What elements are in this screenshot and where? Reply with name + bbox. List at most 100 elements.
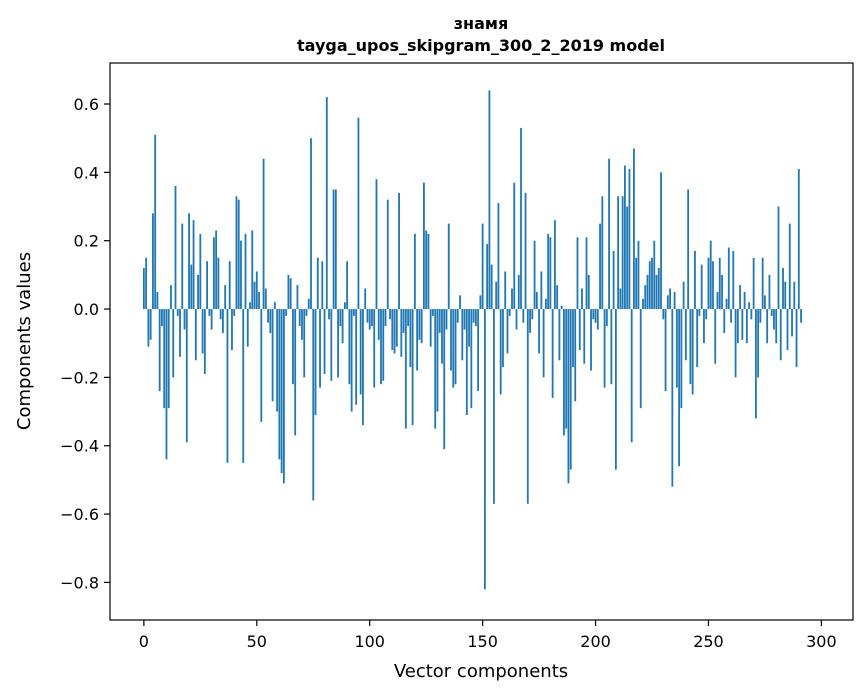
bar bbox=[420, 309, 423, 344]
bar bbox=[343, 302, 346, 310]
bar bbox=[197, 274, 199, 310]
bar bbox=[574, 309, 577, 402]
bar bbox=[477, 309, 480, 392]
bar bbox=[502, 309, 504, 368]
bar bbox=[664, 309, 667, 392]
bar bbox=[407, 309, 410, 327]
bar bbox=[644, 285, 647, 310]
x-tick-label: 50 bbox=[247, 632, 267, 651]
bar bbox=[163, 309, 166, 409]
bar bbox=[648, 261, 651, 310]
bar bbox=[779, 309, 782, 361]
bar bbox=[680, 309, 683, 409]
bar bbox=[330, 309, 333, 381]
bar bbox=[359, 309, 362, 395]
bar bbox=[452, 309, 455, 388]
bar bbox=[312, 309, 315, 501]
bar bbox=[565, 309, 568, 429]
bar bbox=[416, 309, 419, 371]
bar bbox=[759, 309, 762, 323]
bar bbox=[260, 309, 263, 422]
bar bbox=[797, 168, 800, 310]
bar bbox=[425, 230, 428, 310]
bar bbox=[569, 309, 572, 470]
bar bbox=[371, 309, 373, 327]
bar bbox=[145, 257, 148, 310]
bar bbox=[339, 309, 342, 327]
bar bbox=[350, 309, 353, 412]
bar bbox=[393, 309, 396, 354]
bar bbox=[172, 309, 175, 378]
y-tick-label: 0.4 bbox=[74, 163, 99, 182]
bar bbox=[362, 309, 364, 426]
bar bbox=[651, 257, 653, 310]
bar bbox=[267, 309, 269, 323]
bar bbox=[630, 309, 633, 443]
bar bbox=[429, 309, 432, 347]
bar bbox=[174, 186, 177, 310]
bar bbox=[436, 309, 439, 412]
bar bbox=[292, 309, 294, 385]
bar bbox=[208, 309, 211, 316]
bar bbox=[474, 309, 477, 327]
bar bbox=[215, 230, 218, 310]
bar bbox=[212, 237, 215, 310]
bar bbox=[249, 302, 251, 310]
bar bbox=[558, 309, 561, 361]
bar bbox=[567, 309, 570, 484]
bar bbox=[497, 203, 500, 310]
bar bbox=[161, 309, 163, 327]
bar bbox=[468, 309, 470, 347]
bar bbox=[712, 261, 714, 310]
bar bbox=[470, 309, 473, 409]
bar bbox=[461, 309, 464, 361]
bar bbox=[788, 223, 791, 310]
bar bbox=[542, 309, 545, 378]
bar bbox=[156, 291, 159, 310]
bar bbox=[348, 309, 351, 385]
bar bbox=[495, 281, 498, 310]
bar bbox=[754, 309, 757, 419]
bar bbox=[149, 309, 152, 340]
bar bbox=[282, 309, 285, 484]
bar bbox=[346, 261, 349, 310]
bar bbox=[739, 285, 741, 310]
bar bbox=[154, 134, 157, 310]
bar bbox=[167, 309, 170, 409]
bar bbox=[179, 309, 181, 357]
bar bbox=[682, 281, 685, 310]
bar bbox=[493, 309, 495, 504]
bar bbox=[271, 309, 274, 402]
bar bbox=[206, 261, 209, 310]
bar bbox=[594, 309, 597, 323]
bar bbox=[278, 309, 281, 460]
bar bbox=[696, 309, 699, 368]
bar bbox=[217, 257, 220, 310]
bar bbox=[240, 240, 242, 310]
bar bbox=[639, 309, 642, 409]
bars-group bbox=[142, 90, 802, 590]
bar bbox=[391, 309, 394, 351]
bar bbox=[210, 309, 213, 330]
bar bbox=[533, 240, 536, 310]
bar bbox=[375, 179, 378, 310]
x-tick-label: 100 bbox=[354, 632, 385, 651]
x-tick-label: 0 bbox=[139, 632, 149, 651]
bar bbox=[224, 285, 227, 310]
bar bbox=[572, 309, 574, 368]
bar bbox=[384, 309, 387, 327]
bar bbox=[373, 309, 376, 388]
bar bbox=[592, 309, 595, 320]
bar bbox=[262, 158, 265, 310]
bar bbox=[459, 295, 461, 310]
bar bbox=[402, 309, 405, 333]
bar bbox=[142, 268, 145, 310]
bar bbox=[601, 196, 604, 310]
bar bbox=[657, 268, 660, 310]
bar bbox=[219, 309, 222, 320]
bar bbox=[226, 309, 229, 463]
bar bbox=[409, 309, 412, 368]
bar bbox=[486, 244, 489, 310]
bar bbox=[246, 309, 249, 347]
bar bbox=[605, 309, 608, 327]
